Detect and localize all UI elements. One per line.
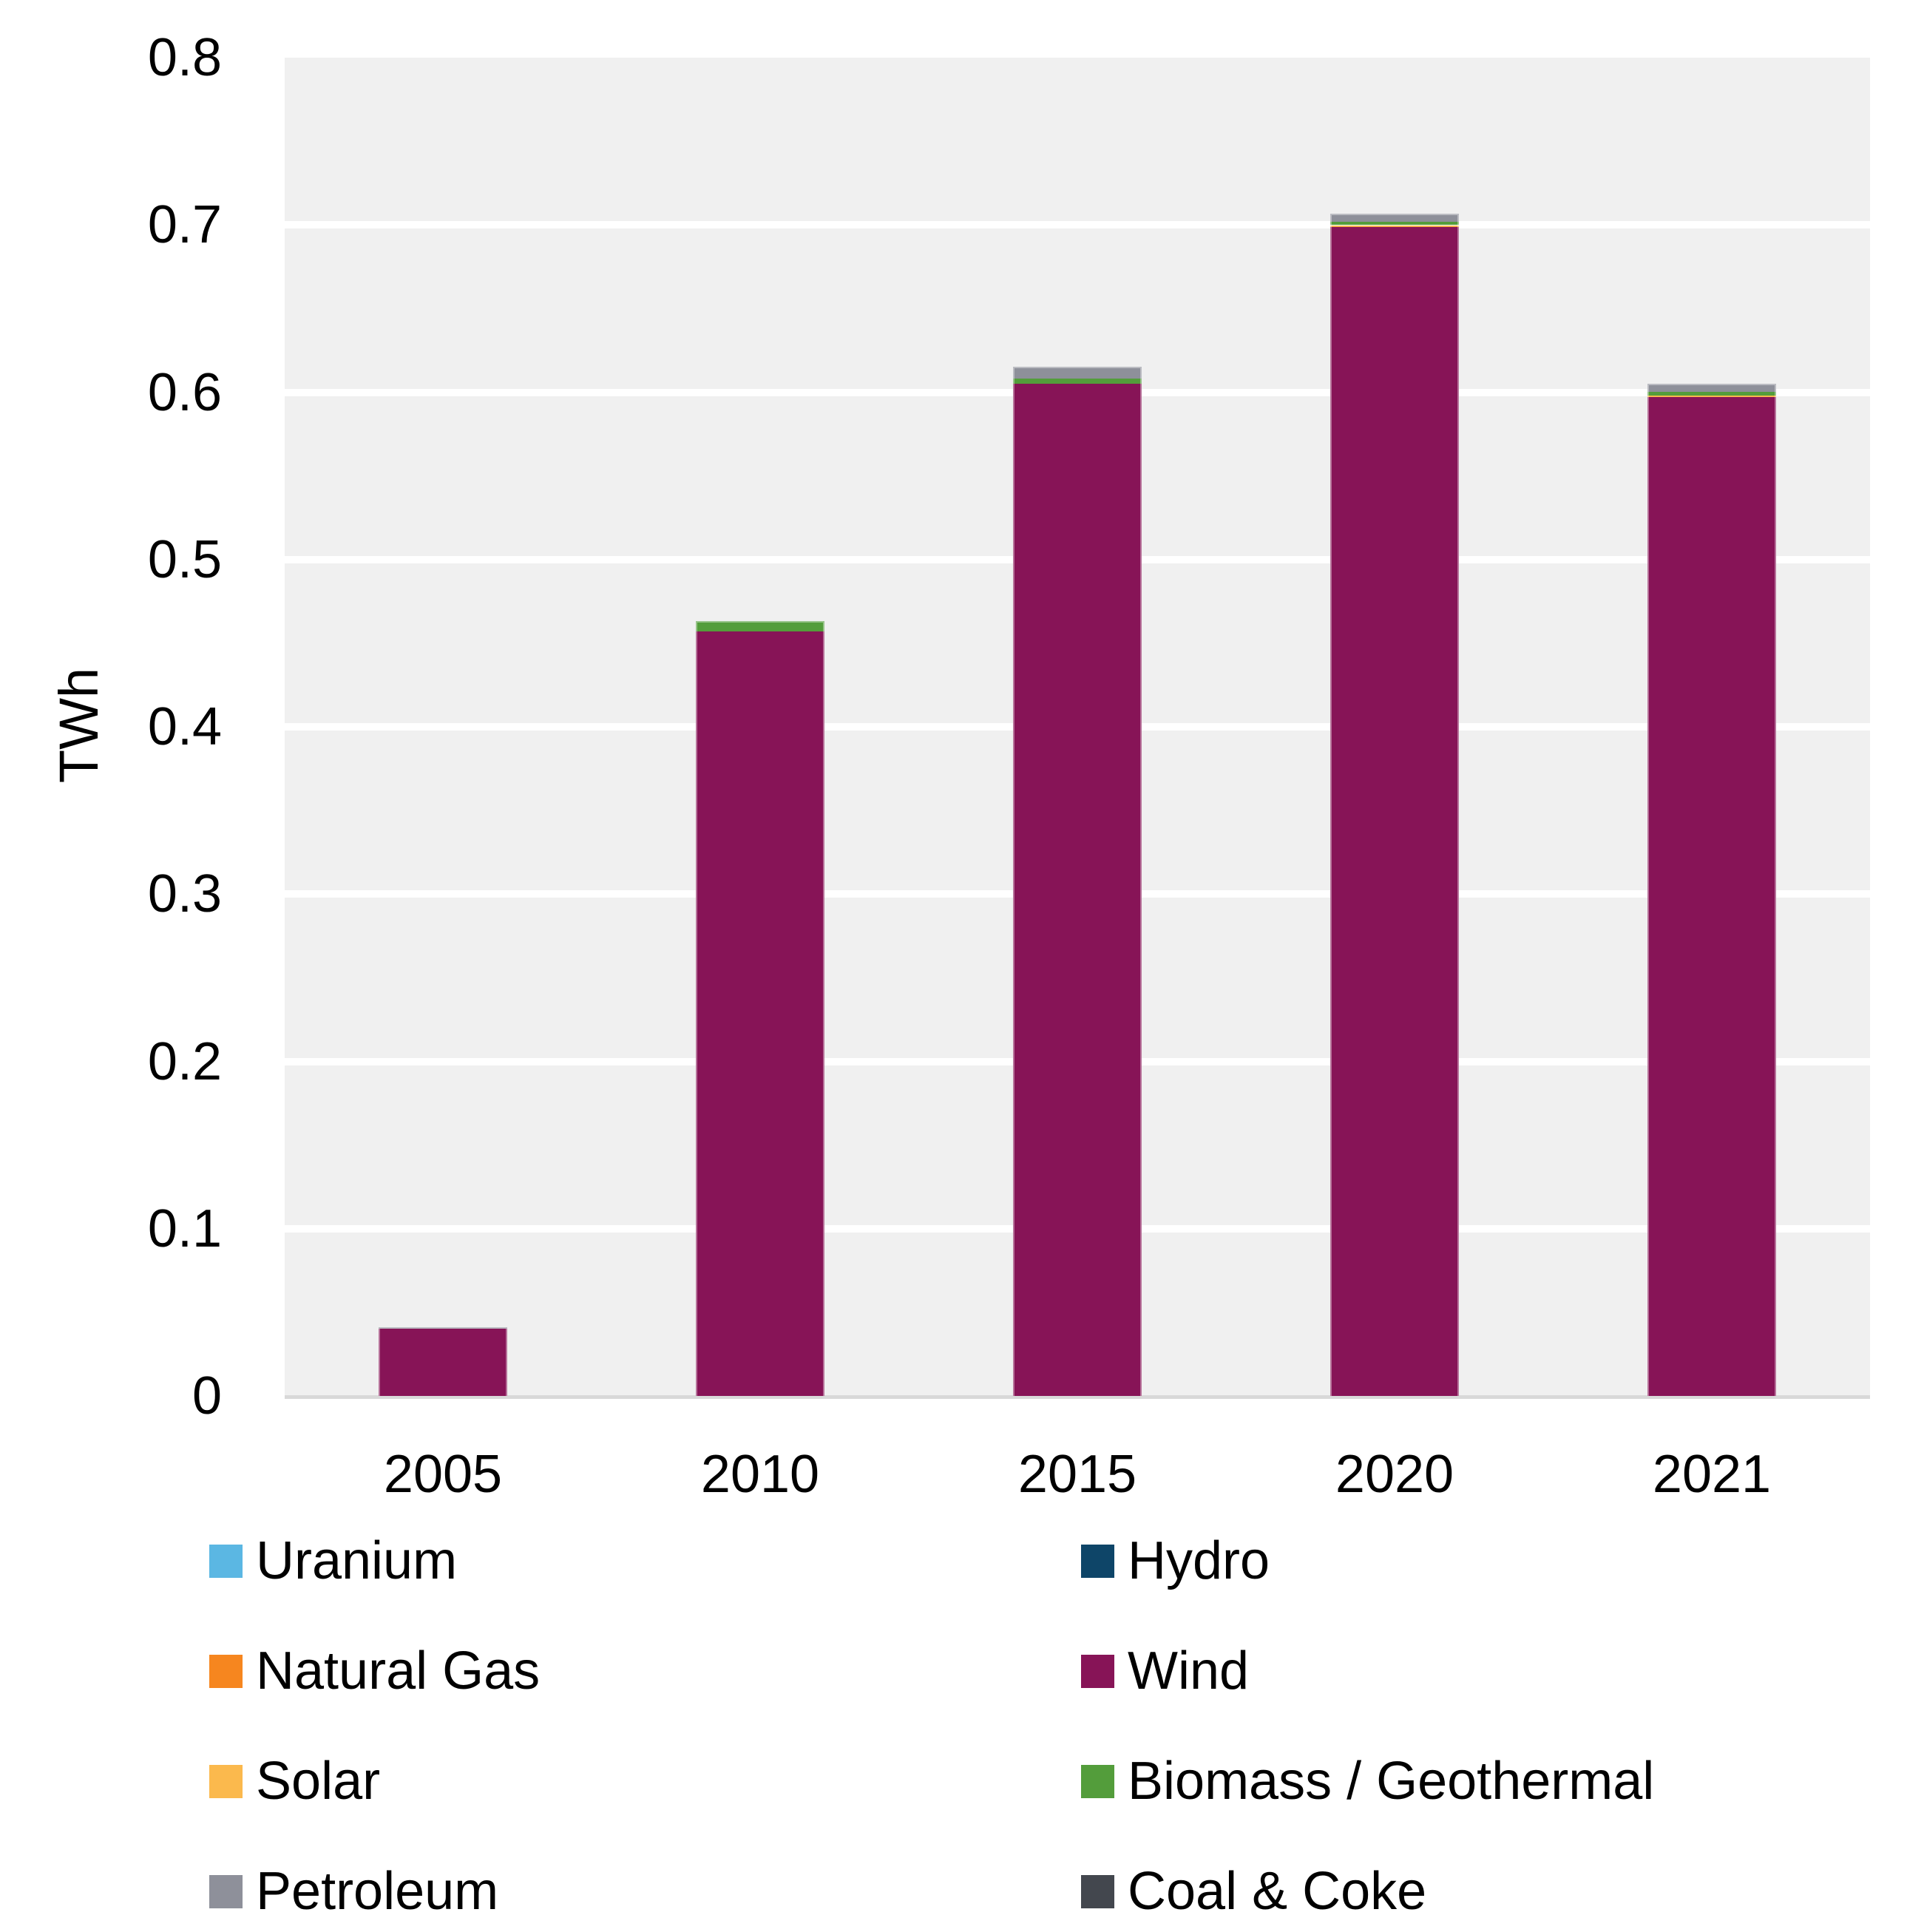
legend-swatch [1081,1764,1114,1798]
bar-2015 [1013,58,1142,1396]
gridline [285,221,1870,229]
legend-item-biomass-geothermal: Biomass / Geothermal [1081,1749,1654,1813]
bar-2010 [696,58,824,1396]
bar-segment-solar [1330,226,1459,227]
y-tick-label: 0.6 [147,363,222,422]
legend-swatch [209,1874,243,1908]
y-tick-label: 0.5 [147,530,222,589]
bar-2005 [379,58,507,1396]
x-tick-label: 2010 [700,1445,820,1504]
y-tick-label: 0.3 [147,864,222,923]
y-tick-label: 0.7 [147,195,222,254]
legend-label: Hydro [1128,1531,1270,1590]
bar-segment-wind [1013,384,1142,1396]
bar-segment-biomass-geothermal [1330,221,1459,225]
legend-item-uranium: Uranium [209,1529,457,1593]
legend-swatch [1081,1654,1114,1688]
bar-2021 [1647,58,1776,1396]
legend-item-petroleum: Petroleum [209,1860,498,1923]
legend-item-wind: Wind [1081,1639,1249,1703]
x-tick-label: 2015 [1017,1445,1137,1504]
y-tick-label: 0.1 [147,1199,222,1258]
bar-segment-solar [1647,396,1776,397]
legend-item-hydro: Hydro [1081,1529,1270,1593]
bar-segment-petroleum [1013,367,1142,379]
bar-segment-petroleum [379,1327,507,1329]
bar-segment-wind [696,631,824,1396]
x-tick-label: 2005 [383,1445,503,1504]
legend-swatch [1081,1874,1114,1908]
bar-segment-biomass-geothermal [1013,379,1142,384]
x-axis-line [285,1395,1870,1399]
x-tick-label: 2021 [1652,1445,1772,1504]
legend-item-natural-gas: Natural Gas [209,1639,540,1703]
bar-segment-biomass-geothermal [696,621,824,631]
legend-swatch [209,1764,243,1798]
legend-item-coal-coke: Coal & Coke [1081,1860,1426,1923]
bar-segment-wind [379,1329,507,1396]
bar-segment-petroleum [1330,214,1459,222]
y-tick-label: 0 [192,1366,222,1426]
legend-swatch [1081,1544,1114,1578]
bar-segment-biomass-geothermal [1647,392,1776,396]
legend-label: Wind [1128,1641,1250,1701]
legend-label: Biomass / Geothermal [1128,1752,1655,1811]
bar-segment-wind [1330,227,1459,1396]
y-tick-label: 0.8 [147,28,222,87]
x-tick-label: 2020 [1335,1445,1454,1504]
legend-label: Solar [256,1752,381,1811]
legend-label: Natural Gas [256,1641,541,1701]
legend-item-solar: Solar [209,1749,380,1813]
legend-label: Coal & Coke [1128,1862,1427,1921]
y-tick-label: 0.4 [147,697,222,756]
bar-segment-petroleum [1647,384,1776,392]
legend-swatch [209,1544,243,1578]
y-tick-label: 0.2 [147,1032,222,1091]
legend-label: Petroleum [256,1862,499,1921]
bar-2020 [1330,58,1459,1396]
legend-swatch [209,1654,243,1688]
legend-label: Uranium [256,1531,458,1590]
bar-segment-wind [1647,397,1776,1396]
